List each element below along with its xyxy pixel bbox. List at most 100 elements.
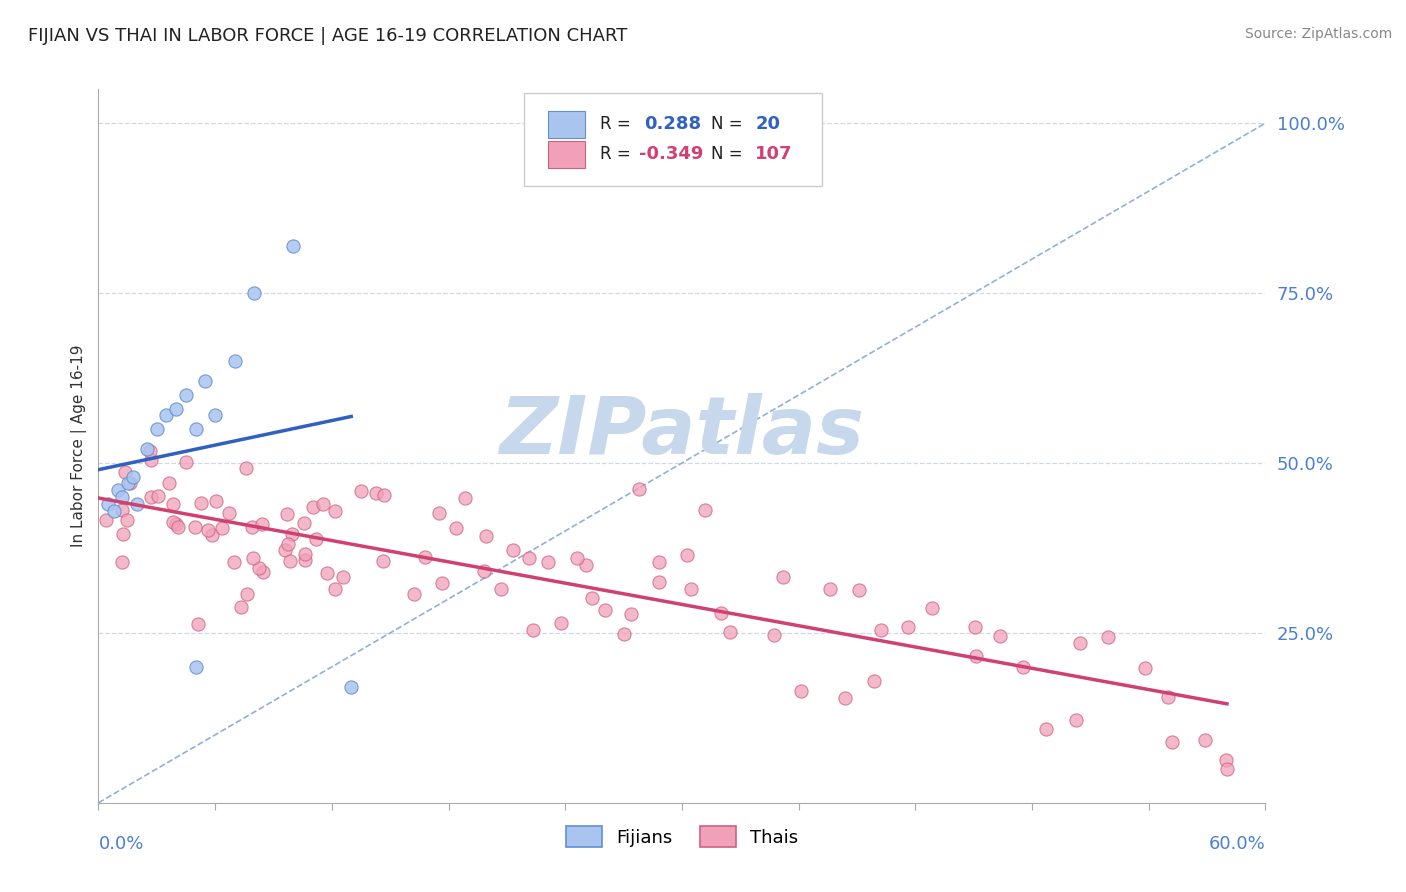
Point: [278, 554, 301, 568]
Text: N =: N =: [711, 145, 742, 163]
Point: [648, 555, 671, 569]
Point: [111, 503, 134, 517]
Point: [204, 409, 226, 423]
Point: [162, 497, 184, 511]
Point: [127, 497, 149, 511]
Text: 60.0%: 60.0%: [1209, 835, 1265, 853]
Point: [111, 490, 134, 504]
Point: [117, 476, 139, 491]
Point: [472, 564, 495, 578]
Point: [965, 649, 987, 664]
Point: [350, 484, 373, 499]
Point: [620, 607, 643, 621]
Point: [676, 548, 699, 562]
Point: [681, 582, 703, 597]
Point: [136, 442, 159, 457]
Point: [211, 520, 233, 534]
Point: [489, 582, 512, 597]
Point: [197, 523, 219, 537]
Point: [205, 494, 228, 508]
Point: [921, 600, 943, 615]
Point: [789, 683, 811, 698]
Text: 20: 20: [755, 115, 780, 133]
Point: [294, 547, 316, 561]
Point: [167, 520, 190, 534]
Point: [432, 576, 454, 591]
Point: [184, 422, 207, 436]
Point: [963, 620, 986, 634]
Point: [111, 556, 134, 570]
Point: [1064, 713, 1087, 727]
Text: ZIPatlas: ZIPatlas: [499, 392, 865, 471]
Point: [593, 603, 616, 617]
Point: [277, 537, 299, 551]
Point: [1160, 735, 1182, 749]
Point: [294, 553, 316, 567]
Point: [235, 461, 257, 475]
Point: [772, 570, 794, 584]
Point: [107, 483, 129, 498]
Point: [647, 574, 669, 589]
FancyBboxPatch shape: [548, 141, 585, 168]
Text: R =: R =: [600, 115, 631, 133]
Point: [281, 527, 304, 541]
Point: [502, 543, 524, 558]
Point: [103, 503, 125, 517]
Point: [174, 455, 197, 469]
Point: [863, 674, 886, 689]
Point: [218, 507, 240, 521]
Point: [718, 624, 741, 639]
Point: [537, 555, 560, 569]
Point: [240, 520, 263, 534]
Point: [371, 554, 394, 568]
Text: FIJIAN VS THAI IN LABOR FORCE | AGE 16-19 CORRELATION CHART: FIJIAN VS THAI IN LABOR FORCE | AGE 16-1…: [28, 27, 627, 45]
Point: [139, 452, 162, 467]
Point: [1011, 660, 1033, 674]
Point: [247, 561, 270, 575]
Point: [613, 627, 636, 641]
Point: [235, 587, 257, 601]
Point: [174, 388, 197, 402]
Point: [413, 549, 436, 564]
Point: [276, 507, 298, 521]
Point: [1133, 661, 1156, 675]
Point: [138, 443, 160, 458]
Point: [581, 591, 603, 606]
Point: [273, 543, 295, 558]
Point: [190, 495, 212, 509]
Point: [1069, 636, 1091, 650]
Point: [1215, 753, 1237, 767]
Point: [870, 623, 893, 637]
Point: [373, 488, 395, 502]
Point: [118, 475, 141, 490]
Point: [1157, 690, 1180, 704]
Point: [628, 483, 651, 497]
Point: [848, 583, 870, 598]
Point: [224, 555, 246, 569]
Point: [252, 517, 274, 532]
Point: [155, 409, 177, 423]
Point: [94, 513, 117, 527]
FancyBboxPatch shape: [524, 93, 823, 186]
Point: [693, 503, 716, 517]
Text: R =: R =: [600, 145, 631, 163]
Point: [1097, 630, 1119, 644]
Point: [475, 529, 498, 543]
Text: 0.0%: 0.0%: [98, 835, 143, 853]
Point: [114, 465, 136, 479]
Point: [184, 520, 207, 534]
Legend: Fijians, Thais: Fijians, Thais: [558, 819, 806, 855]
Point: [157, 475, 180, 490]
Text: 0.288: 0.288: [644, 115, 702, 133]
Point: [402, 586, 425, 600]
Point: [139, 490, 162, 504]
Point: [194, 375, 217, 389]
Point: [763, 628, 786, 642]
Point: [165, 517, 187, 532]
Point: [281, 238, 304, 252]
Point: [1216, 762, 1239, 776]
Y-axis label: In Labor Force | Age 16-19: In Labor Force | Age 16-19: [72, 344, 87, 548]
Point: [454, 491, 477, 505]
FancyBboxPatch shape: [548, 111, 585, 137]
Point: [550, 616, 572, 631]
